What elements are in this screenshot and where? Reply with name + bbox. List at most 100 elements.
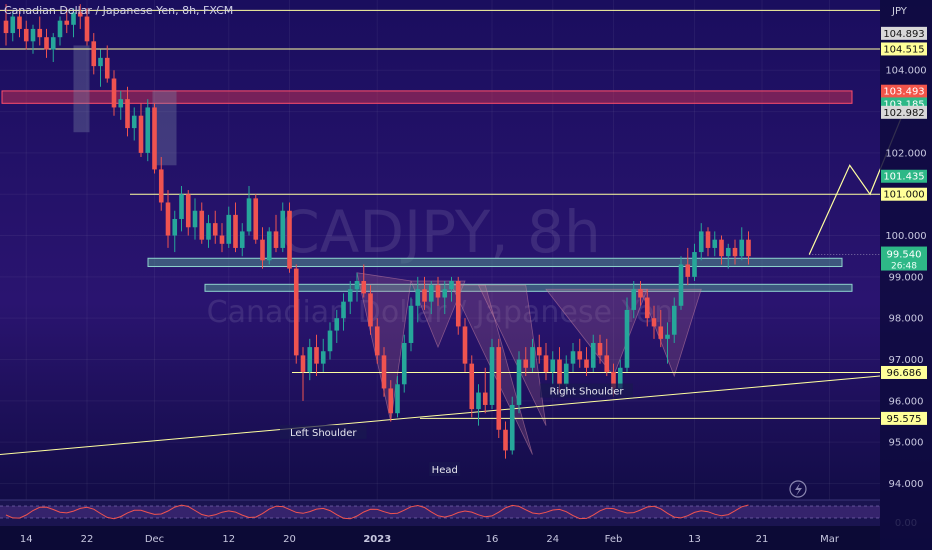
pattern-triangle [639, 288, 702, 378]
alert-icon[interactable] [789, 480, 807, 498]
time-tick-label: 20 [283, 534, 296, 545]
price-tick-label: 95.000 [889, 438, 924, 449]
candle [125, 99, 130, 129]
candle [37, 28, 43, 38]
candle [631, 289, 637, 310]
candle [462, 326, 468, 364]
annotation-bg [540, 383, 633, 398]
candle [50, 37, 56, 50]
candle [293, 268, 299, 356]
candle [354, 280, 360, 290]
trend-line [0, 375, 881, 456]
candle [415, 289, 421, 306]
candle [253, 198, 259, 240]
watermark-name: Canadian Dollar / Japanese Yen [207, 295, 674, 330]
candle [10, 16, 16, 34]
candle [84, 16, 90, 42]
annotation-label: Right Shoulder [549, 387, 624, 398]
watermark-symbol: CADJPY, 8h [279, 198, 601, 266]
candle [604, 355, 610, 372]
candle [185, 194, 191, 228]
price-badge-label: 103.185 [883, 99, 924, 110]
candle [685, 264, 691, 277]
candle [658, 326, 664, 339]
candle [712, 239, 718, 248]
candle [300, 355, 306, 372]
candle [30, 28, 36, 42]
candle [138, 115, 144, 153]
candle [395, 384, 400, 414]
candle [266, 231, 272, 261]
candle [401, 342, 407, 385]
price-badge [881, 42, 927, 56]
candle [280, 210, 286, 248]
candle [651, 318, 657, 327]
price-badge-label: 102.982 [883, 108, 924, 119]
candle [705, 231, 711, 248]
annotations: Left Shoulder Head Right Shoulder [279, 383, 633, 477]
candle [678, 264, 684, 306]
candle [719, 239, 724, 257]
candle [617, 367, 623, 389]
candle [158, 169, 164, 203]
price-badge-label: 103.493 [883, 87, 924, 98]
candle [226, 214, 232, 244]
price-tick-label: 102.000 [885, 148, 926, 159]
rsi-pane: 0.00 [0, 499, 917, 529]
price-tick-label: 104.000 [885, 66, 926, 77]
candle [516, 359, 522, 405]
supply-zone [1, 90, 853, 104]
candle [482, 392, 488, 405]
candle [212, 223, 218, 236]
candle [260, 239, 265, 261]
candle [145, 107, 151, 153]
candle [570, 351, 576, 364]
time-tick-label: 16 [486, 534, 499, 545]
time-tick-label: 22 [81, 534, 94, 545]
price-badge [881, 26, 927, 40]
candle [111, 78, 117, 108]
support-zone [204, 283, 853, 292]
candle [496, 347, 502, 430]
candle [77, 12, 83, 17]
currency-label: JPY [891, 6, 908, 17]
candle [219, 235, 225, 244]
candle [611, 371, 616, 389]
candle [455, 280, 461, 327]
candle [91, 41, 97, 67]
candle [584, 359, 589, 368]
candle [239, 231, 245, 248]
time-tick-label: 24 [546, 534, 559, 545]
candle [577, 351, 583, 360]
watermark: CADJPY, 8h Canadian Dollar / Japanese Ye… [207, 198, 674, 330]
rsi-background [0, 500, 880, 526]
candle [314, 347, 319, 364]
candle [327, 330, 333, 352]
candle [152, 107, 157, 170]
candle [543, 355, 549, 372]
time-axis[interactable] [0, 526, 880, 550]
price-badge-label: 101.435 [883, 172, 924, 183]
last-price-badge [881, 246, 927, 271]
candle [179, 194, 184, 220]
annotation-bg [429, 462, 461, 477]
candle [206, 223, 211, 240]
symbol-description: Canadian Dollar / Japanese Yen, 8h, FXCM [4, 4, 234, 17]
price-badge [881, 187, 927, 201]
candle [64, 20, 70, 25]
price-badge-label: 96.686 [887, 368, 922, 379]
candle [273, 231, 279, 248]
candle [442, 289, 448, 298]
annotation-label: Head [432, 465, 458, 476]
candle [428, 285, 434, 302]
candle [692, 252, 697, 277]
time-tick-label: 13 [688, 534, 701, 545]
candle [104, 57, 110, 79]
time-tick-label: 12 [222, 534, 235, 545]
candle [550, 359, 556, 372]
candle [368, 293, 373, 327]
